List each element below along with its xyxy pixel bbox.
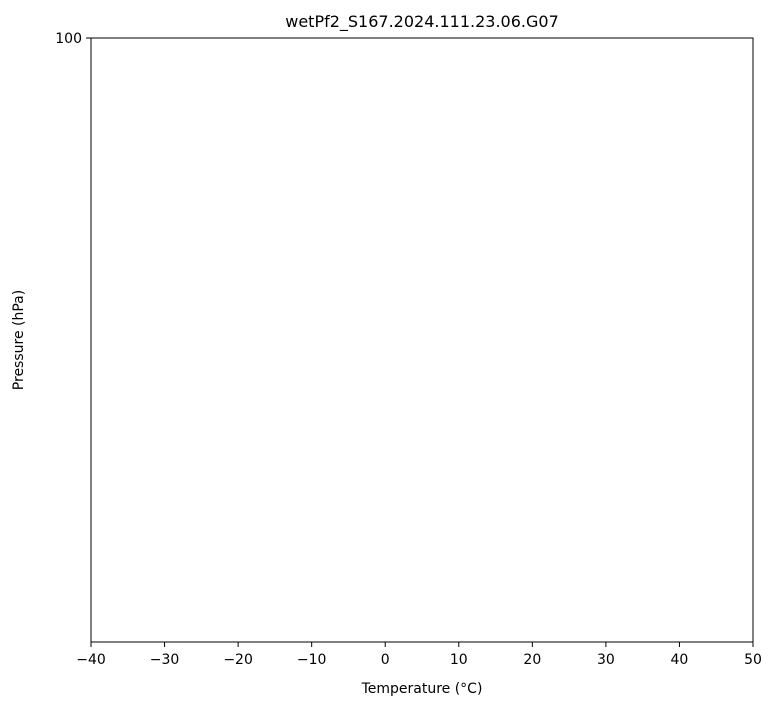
y-tick-label: 100 <box>55 31 82 47</box>
x-tick-label: 10 <box>450 652 468 668</box>
x-tick-label: 30 <box>597 652 615 668</box>
x-tick-label: −20 <box>223 652 253 668</box>
x-tick-label: 20 <box>523 652 541 668</box>
x-axis-label: Temperature (°C) <box>361 681 483 697</box>
x-tick-label: 0 <box>381 652 390 668</box>
chart-title: wetPf2_S167.2024.111.23.06.G07 <box>285 12 559 32</box>
y-axis-ticks: 1002003004005006007008009001000 <box>55 31 91 47</box>
x-tick-label: −40 <box>76 652 106 668</box>
y-axis-label: Pressure (hPa) <box>11 290 27 390</box>
plot-frame <box>90 37 754 643</box>
x-tick-label: −30 <box>150 652 180 668</box>
x-tick-label: 40 <box>671 652 689 668</box>
x-tick-label: 50 <box>744 652 762 668</box>
x-tick-label: −10 <box>297 652 327 668</box>
x-axis-ticks: −40 −30 −20 −10 0 10 20 30 40 50 <box>76 642 762 668</box>
